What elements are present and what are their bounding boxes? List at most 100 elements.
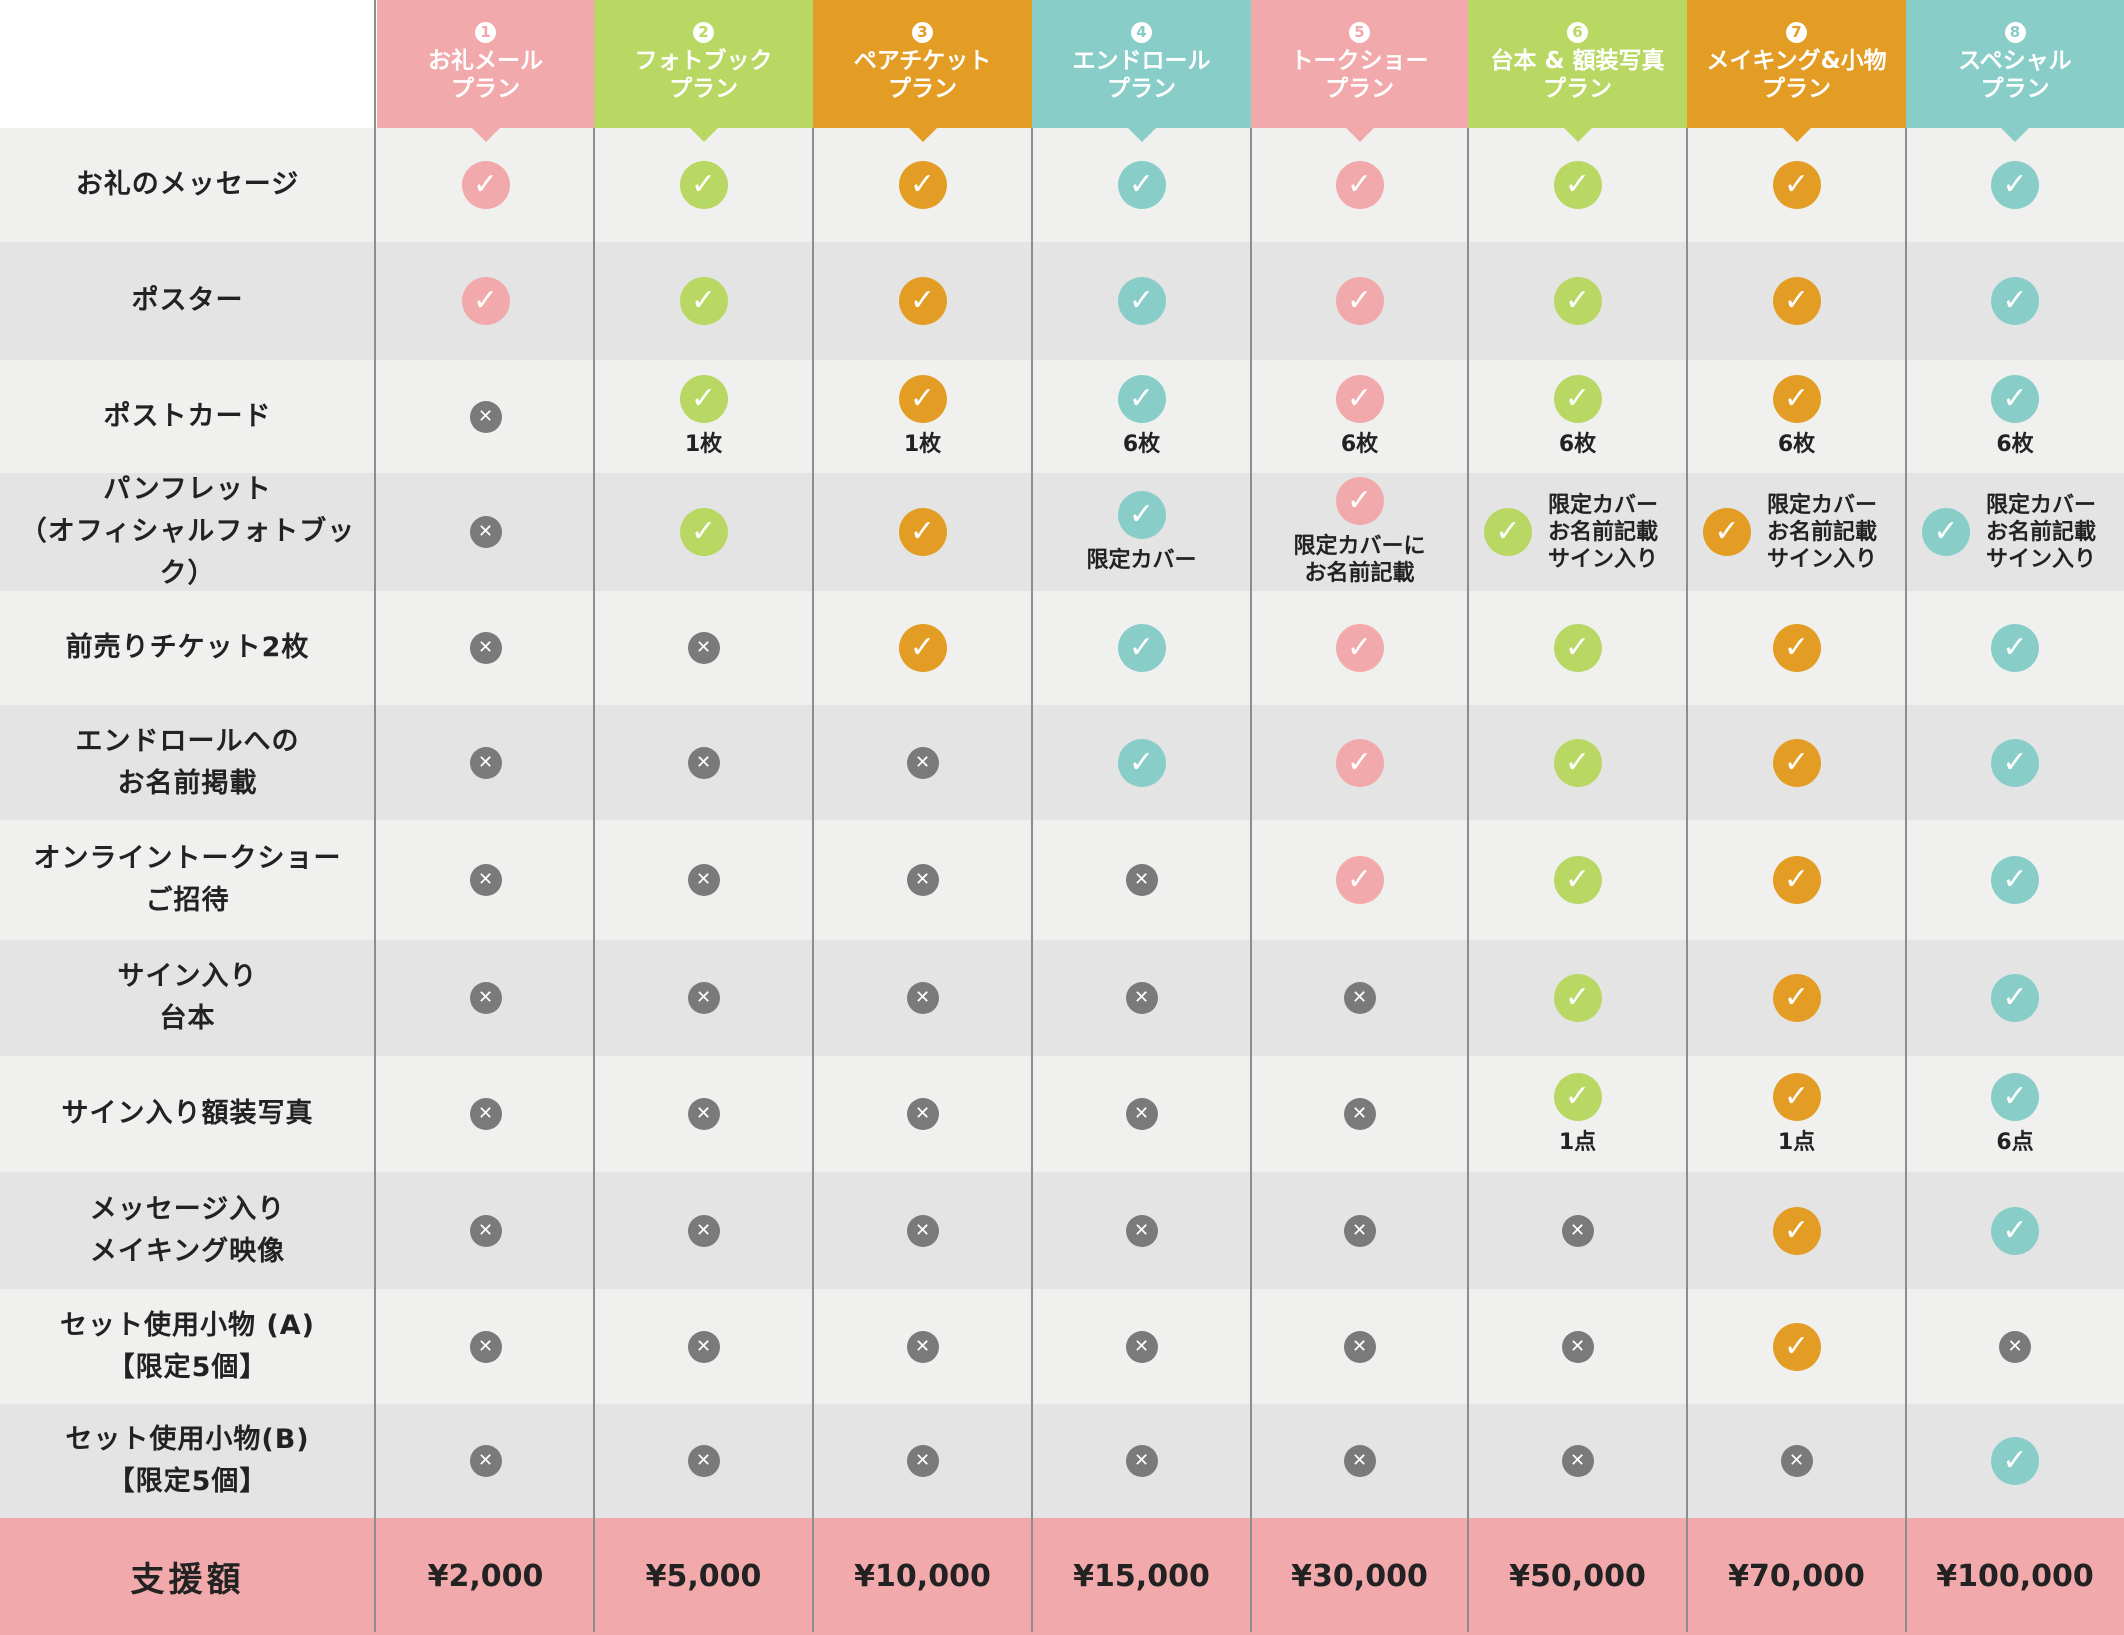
table-cell: ✓ — [813, 128, 1032, 242]
table-cell: ✕ — [594, 1289, 813, 1404]
table-cell: ✓ — [594, 128, 813, 242]
cross-circle-icon: ✕ — [469, 1445, 502, 1477]
check-circle-icon: ✓ — [1553, 974, 1602, 1022]
check-circle-icon: ✓ — [1991, 1437, 2039, 1485]
check-circle-icon: ✓ — [1772, 161, 1821, 209]
plan-name: フォトブック プラン — [634, 48, 773, 102]
header-pointer — [1780, 126, 1813, 142]
table-cell: ✕ — [1468, 1172, 1687, 1289]
row-label: エンドロールへの お名前掲載 — [75, 725, 300, 799]
plan-name: ペアチケット プラン — [853, 48, 992, 102]
table-cell: ✕ — [1032, 1056, 1251, 1172]
cross-circle-icon: ✕ — [906, 1445, 939, 1477]
check-circle-icon: ✓ — [1991, 974, 2039, 1022]
check-circle-icon: ✓ — [1772, 277, 1821, 325]
plan-number-badge: 3 — [912, 22, 933, 43]
check-circle-icon: ✓ — [1703, 508, 1751, 556]
table-cell: ✕ — [594, 940, 813, 1056]
table-cell: ✕ — [1906, 1289, 2124, 1404]
cell-note: 1点 — [1777, 1129, 1816, 1155]
cell-note: 6枚 — [1558, 432, 1597, 457]
check-circle-icon: ✓ — [1335, 856, 1384, 904]
table-cell: ✕ — [1032, 1172, 1251, 1289]
row-label: サイン入り額装写真 — [61, 1098, 314, 1129]
cross-circle-icon: ✕ — [687, 1330, 720, 1363]
table-row — [0, 1172, 2124, 1289]
row-label: パンフレット （オフィシャルフォトブック） — [19, 474, 356, 589]
table-row — [0, 1056, 2124, 1172]
plan-price: ¥5,000 — [645, 1559, 762, 1594]
table-row — [0, 1404, 2124, 1518]
check-circle-icon: ✓ — [1117, 375, 1166, 423]
check-circle-icon: ✓ — [898, 375, 947, 423]
table-row — [0, 1289, 2124, 1404]
table-cell: ✓ 1枚 — [594, 360, 813, 473]
row-label: オンライントークショー ご招待 — [33, 843, 342, 916]
plan-number-badge: 1 — [475, 22, 496, 43]
plan-name: 台本 & 額装写真 プラン — [1490, 48, 1665, 102]
check-circle-icon: ✓ — [1335, 375, 1384, 423]
cell-note: 6点 — [1996, 1129, 2034, 1155]
check-circle-icon: ✓ — [1922, 508, 1970, 556]
check-circle-icon: ✓ — [898, 161, 947, 209]
table-cell: ✓ — [1251, 820, 1468, 940]
table-cell: ✕ — [1032, 1404, 1251, 1518]
cell-note: 6枚 — [1122, 432, 1161, 457]
header-pointer — [906, 126, 939, 142]
table-cell: ✕ — [377, 705, 594, 820]
table-cell: ✕ — [594, 1056, 813, 1172]
table-cell: ✕ — [594, 705, 813, 820]
plan-number-badge: 8 — [2004, 22, 2026, 43]
table-cell: ✕ — [813, 820, 1032, 940]
table-cell: ✓ — [1687, 1172, 1906, 1289]
table-cell: ✕ — [1251, 1404, 1468, 1518]
table-cell: ✓ 限定カバーに お名前記載 — [1251, 473, 1468, 591]
cross-circle-icon: ✕ — [1125, 1445, 1158, 1477]
plan-header: 7 メイキング&小物 プラン — [1687, 0, 1906, 142]
column-divider — [812, 0, 814, 1632]
cell-note: 限定カバー — [1086, 547, 1197, 573]
cross-circle-icon: ✕ — [906, 746, 939, 779]
table-cell: ✓ — [1468, 820, 1687, 940]
cell-note: 1枚 — [903, 432, 942, 457]
table-cell: ✓ — [377, 128, 594, 242]
column-divider — [1031, 0, 1033, 1632]
table-cell: ✓ — [1906, 940, 2124, 1056]
cross-circle-icon: ✕ — [906, 864, 939, 896]
cross-circle-icon: ✕ — [1343, 1098, 1376, 1130]
table-cell: ✓ — [1468, 128, 1687, 242]
table-cell: ✕ — [377, 1172, 594, 1289]
table-cell: ✓ 6枚 — [1251, 360, 1468, 473]
table-cell: ✓ — [813, 473, 1032, 591]
check-circle-icon: ✓ — [1772, 974, 1821, 1022]
check-circle-icon: ✓ — [1117, 277, 1166, 325]
table-cell: ✕ — [813, 940, 1032, 1056]
cross-circle-icon: ✕ — [906, 982, 939, 1014]
table-cell: ✓ — [1906, 705, 2124, 820]
table-cell: ✓ 1枚 — [813, 360, 1032, 473]
table-cell: ✕ — [377, 1289, 594, 1404]
check-circle-icon: ✓ — [1991, 1206, 2039, 1255]
check-circle-icon: ✓ — [898, 624, 947, 672]
cross-circle-icon: ✕ — [469, 516, 502, 548]
check-circle-icon: ✓ — [1991, 1072, 2039, 1121]
table-cell: ✓ — [1687, 242, 1906, 360]
table-cell: ✓ — [1687, 705, 1906, 820]
table-cell: ✓ — [1468, 591, 1687, 705]
table-cell: ✓ — [1906, 1172, 2124, 1289]
row-label: ポスター — [131, 285, 244, 316]
table-cell: ✓ — [1906, 591, 2124, 705]
cross-circle-icon: ✕ — [469, 1098, 502, 1130]
check-circle-icon: ✓ — [461, 277, 510, 325]
cell-note: 6枚 — [1777, 432, 1816, 457]
header-pointer — [1561, 126, 1594, 142]
cross-circle-icon: ✕ — [1780, 1445, 1813, 1477]
check-circle-icon: ✓ — [679, 277, 728, 325]
table-row — [0, 820, 2124, 940]
table-cell: ✓ 1点 — [1468, 1056, 1687, 1172]
cross-circle-icon: ✕ — [1343, 982, 1376, 1014]
table-cell: ✓ — [1906, 128, 2124, 242]
table-cell: ✕ — [1251, 1056, 1468, 1172]
table-cell: ✓ — [1032, 242, 1251, 360]
table-cell: ✓ 限定カバー お名前記載 サイン入り — [1687, 473, 1906, 591]
